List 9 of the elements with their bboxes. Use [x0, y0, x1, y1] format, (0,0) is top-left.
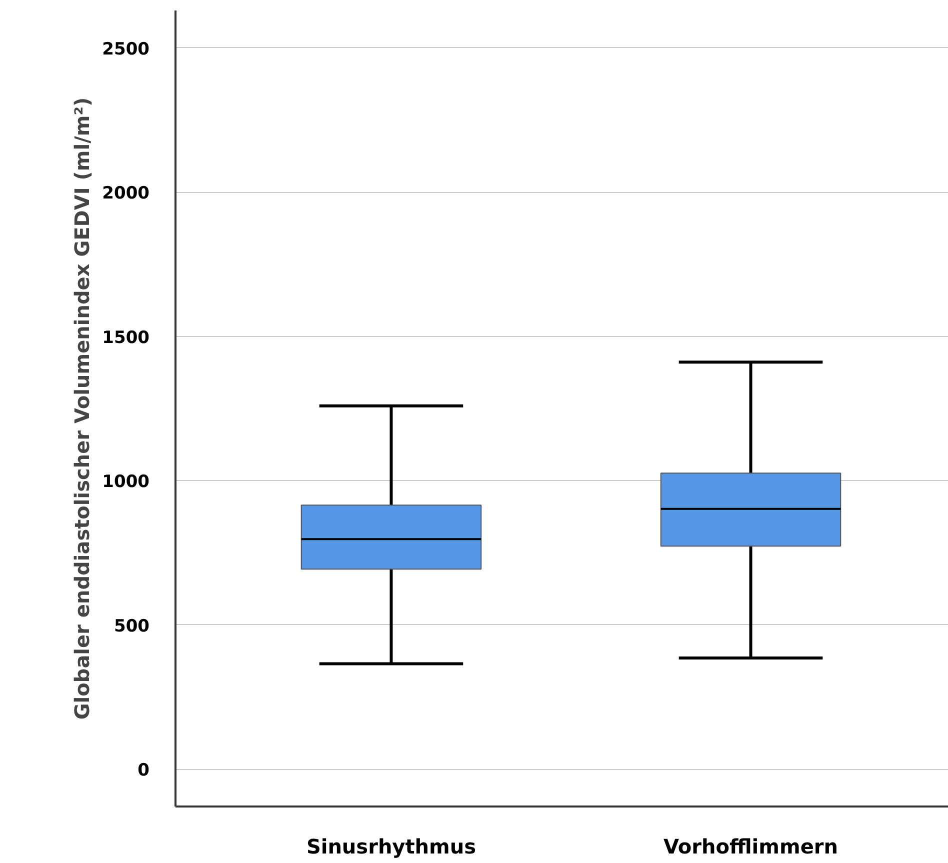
- y-tick-label: 0: [138, 760, 150, 781]
- x-tick-label: Vorhofflimmern: [664, 834, 838, 858]
- y-tick-label: 500: [114, 616, 150, 636]
- y-tick-label: 1500: [102, 328, 150, 348]
- y-axis-title: Globaler enddiastolischer Volumenindex GEDVI (ml/m²): [70, 97, 94, 720]
- y-tick-label: 2000: [102, 184, 150, 204]
- x-tick-label: Sinusrhythmus: [306, 834, 476, 858]
- y-tick-label: 2500: [102, 39, 150, 60]
- y-tick-label: 1000: [102, 472, 150, 492]
